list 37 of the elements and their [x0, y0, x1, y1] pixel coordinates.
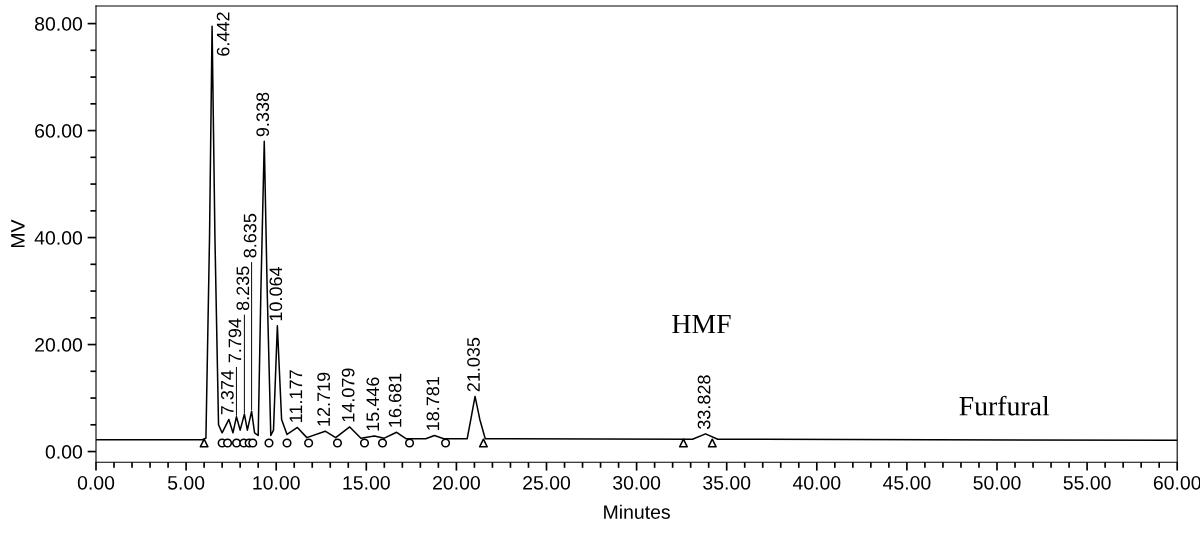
annotation: 21.035	[467, 337, 480, 392]
x-tick-label: 20.00	[433, 475, 480, 490]
x-tick-label: 60.00	[1153, 475, 1200, 490]
x-tick-label: 45.00	[883, 475, 931, 490]
x-tick-label: 55.00	[1063, 475, 1111, 490]
x-tick-label: 30.00	[613, 475, 661, 490]
x-tick-label: 15.00	[343, 475, 390, 490]
x-tick-label: 50.00	[973, 475, 1021, 490]
annotation: 10.064	[269, 266, 283, 321]
x-tick-label: 5.00	[167, 475, 205, 490]
annotation: 12.719	[317, 372, 331, 426]
y-axis-title: MV	[11, 219, 25, 248]
y-tick-label: 80.00	[35, 17, 83, 31]
x-tick-label: 40.00	[792, 475, 841, 490]
annotation: 9.338	[256, 92, 270, 137]
annotation: 7.794	[228, 318, 242, 363]
y-tick-label: 0.00	[45, 445, 83, 459]
x-axis-title: Minutes	[604, 504, 670, 519]
annotation: 16.681	[388, 373, 402, 427]
annotation: HMF	[672, 314, 731, 334]
annotation: 7.374	[220, 370, 234, 415]
annotation: 18.781	[426, 376, 440, 430]
x-tick-label: 35.00	[703, 475, 751, 490]
x-tick-label: 0.00	[77, 475, 115, 490]
annotation: Furfural	[959, 395, 1050, 416]
annotation: 11.177	[289, 370, 303, 422]
annotation: 8.235	[236, 266, 250, 311]
annotation: 14.079	[341, 368, 355, 422]
x-tick-label: 25.00	[523, 475, 571, 490]
y-tick-label: 40.00	[34, 231, 83, 245]
annotation: 15.446	[366, 377, 380, 431]
y-tick-label: 20.00	[35, 338, 83, 352]
annotation: 8.635	[243, 213, 257, 258]
annotation: 6.442	[216, 12, 230, 56]
annotation: 33.828	[697, 375, 711, 430]
y-tick-label: 60.00	[35, 124, 83, 138]
x-tick-label: 10.00	[253, 475, 300, 490]
